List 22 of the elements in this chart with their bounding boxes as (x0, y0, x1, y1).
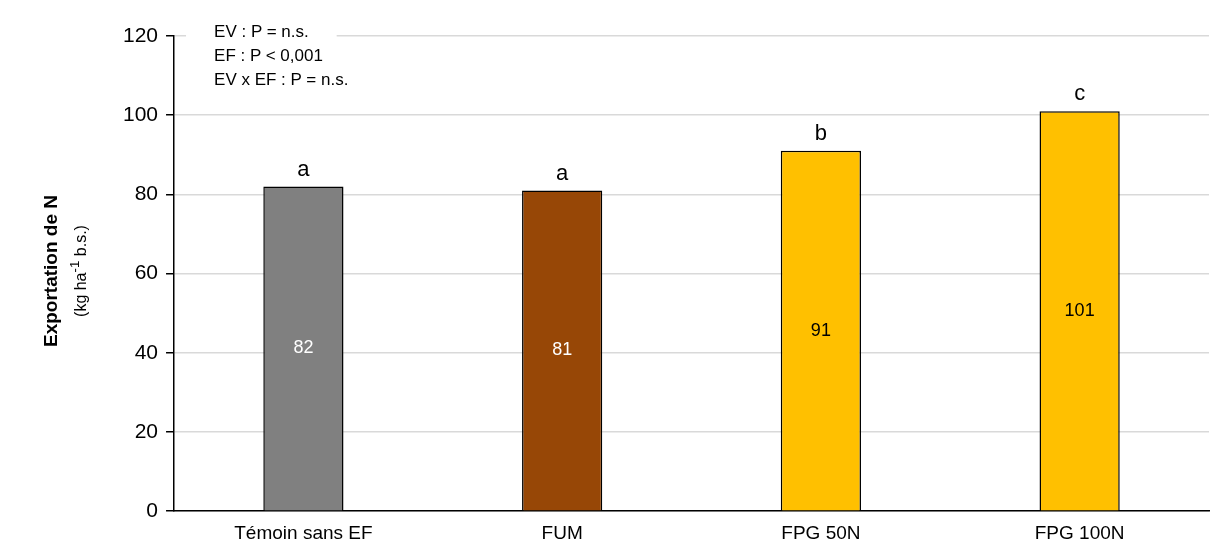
data-label: 82 (293, 337, 314, 358)
y-tick-label: 0 (146, 498, 159, 521)
data-label: 91 (810, 319, 831, 340)
annotation: c (1074, 80, 1086, 106)
annotation: EV : P = n.s. (214, 22, 309, 42)
annotation: EF : P < 0,001 (214, 46, 323, 66)
y-tick-label: 80 (134, 181, 159, 205)
y-tick-label: 60 (134, 260, 159, 284)
x-tick-label: Témoin sans EF (234, 521, 373, 543)
annotation: b (814, 119, 828, 145)
x-tick-label: FPG 100N (1034, 521, 1125, 543)
x-tick-label: FPG 50N (781, 521, 861, 543)
data-label: 101 (1064, 299, 1095, 320)
annotation: a (556, 159, 570, 185)
data-label: 81 (552, 339, 573, 360)
x-tick-label: FUM (541, 521, 583, 543)
y-tick-label: 20 (134, 418, 159, 442)
y-tick-label: 40 (134, 339, 159, 363)
y-tick-label: 100 (122, 102, 159, 125)
annotation: a (297, 155, 311, 181)
annotation: EV x EF : P = n.s. (214, 70, 349, 90)
y-tick-label: 120 (122, 22, 159, 46)
